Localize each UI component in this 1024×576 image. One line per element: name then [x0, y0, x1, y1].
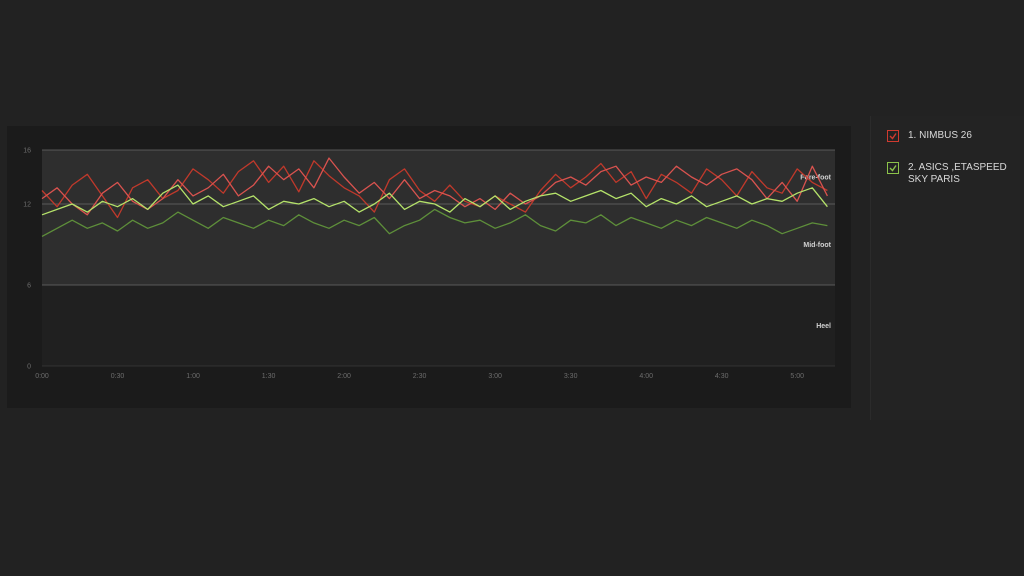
x-tick-label: 0:00: [35, 373, 49, 380]
zone-label: Fore-foot: [800, 175, 831, 182]
zone-label: Mid-foot: [803, 242, 831, 249]
legend-label: 1. NIMBUS 26: [908, 130, 972, 141]
chart-panel: 0 6 12 16 0:00 0:30 1:00 1:30 2:00 2:30 3:00 3:30 4:…: [7, 126, 851, 408]
x-tick-label: 3:30: [564, 373, 578, 380]
legend-checkbox[interactable]: [887, 162, 899, 174]
legend-panel: 1. NIMBUS 26 2. ASICS ,ETASPEED SKY PARI…: [870, 116, 1024, 420]
y-tick-label: 6: [27, 283, 31, 290]
x-tick-label: 1:30: [262, 373, 276, 380]
x-tick-label: 0:30: [111, 373, 125, 380]
legend-label: 2. ASICS ,ETASPEED SKY PARIS: [908, 162, 1007, 185]
y-tick-label: 0: [27, 364, 31, 371]
y-tick-label: 16: [23, 148, 31, 155]
zone-label: Heel: [816, 323, 831, 330]
x-tick-label: 4:30: [715, 373, 729, 380]
y-tick-label: 12: [23, 202, 31, 209]
x-tick-label: 1:00: [186, 373, 200, 380]
legend-item-nimbus-26[interactable]: 1. NIMBUS 26: [887, 130, 1018, 142]
legend-checkbox[interactable]: [887, 130, 899, 142]
shaded-band: [42, 150, 835, 285]
check-icon: [889, 165, 897, 172]
x-tick-label: 2:30: [413, 373, 427, 380]
legend-item-asics-etaspeed[interactable]: 2. ASICS ,ETASPEED SKY PARIS: [887, 162, 1018, 186]
x-tick-label: 3:00: [488, 373, 502, 380]
x-tick-label: 2:00: [337, 373, 351, 380]
x-tick-label: 5:00: [790, 373, 804, 380]
series-line-4: [41, 208, 828, 237]
series-line-3: [41, 184, 828, 216]
series-line-2: [41, 157, 828, 216]
check-icon: [889, 133, 897, 140]
series-line-1: [41, 160, 828, 219]
x-tick-label: 4:00: [639, 373, 653, 380]
line-chart: 0 6 12 16 0:00 0:30 1:00 1:30 2:00 2:30 3:00 3:30 4:…: [23, 148, 835, 380]
